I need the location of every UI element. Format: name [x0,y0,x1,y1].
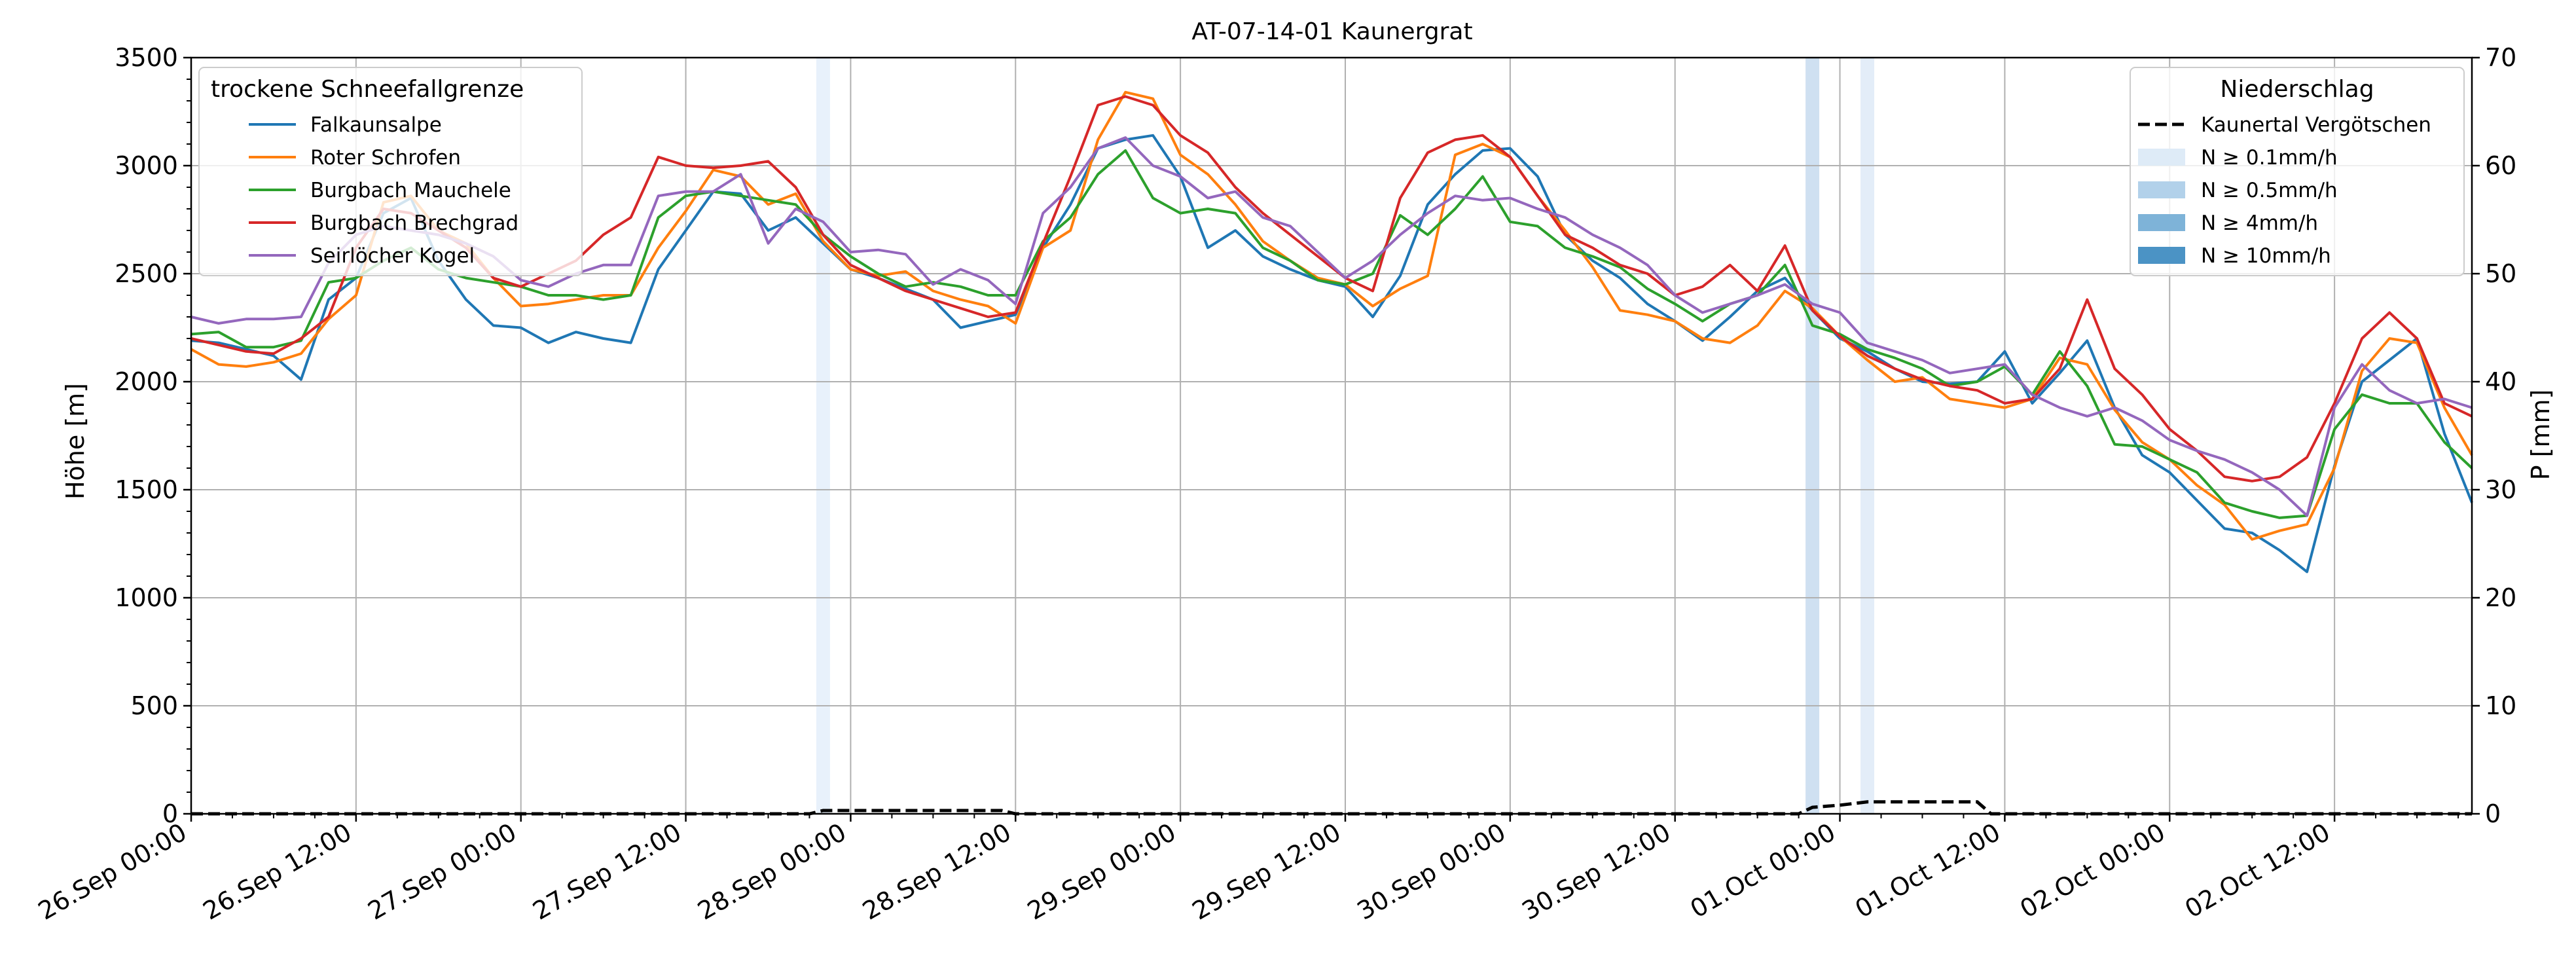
y2-axis-label: P [mm] [2526,390,2555,481]
y2-tick-label: 60 [2485,151,2516,180]
plot-frame [190,56,2473,815]
grid [190,57,2472,814]
chart-title: AT-07-14-01 Kaunergrat [1191,18,1472,45]
legend-precipitation-label: Kaunertal Vergötschen [2201,113,2431,137]
y2-tick-label: 50 [2485,259,2516,288]
legend-precipitation-label: N ≥ 10mm/h [2201,244,2331,268]
y-tick-label: 3000 [115,151,178,180]
legend-color-swatch [2138,247,2185,264]
legend-precipitation-label: N ≥ 4mm/h [2201,211,2318,235]
legend-station-title: trockene Schneefallgrenze [211,76,524,103]
legend-precipitation-label: N ≥ 0.1mm/h [2201,146,2338,170]
y-axis-left: 0 500 1000 1500 2000 2500 3000 3500 [115,43,191,828]
y-tick-label: 2500 [115,259,178,288]
legend-color-swatch [2138,214,2185,231]
legend-station-label: Burgbach Brechgrad [310,211,518,235]
y-tick-label: 1500 [115,475,178,504]
series-line [190,149,2473,519]
precipitation-band [816,58,830,814]
precipitation-band [1860,58,1875,814]
y-tick-label: 1000 [115,583,178,612]
y2-tick-label: 20 [2485,583,2516,612]
legend-precipitation-box [2130,67,2465,276]
legend-station-label: Falkaunsalpe [310,113,442,137]
precipitation-series [191,800,2472,816]
y-tick-label: 500 [130,691,178,720]
legend-station-label: Roter Schrofen [310,146,461,170]
y2-tick-label: 10 [2485,691,2516,720]
y-axis-label: Höhe [m] [61,383,90,500]
y2-tick-label: 40 [2485,367,2516,396]
y-tick-label: 0 [162,799,178,828]
legend-precipitation: Niederschlag Kaunertal Vergötschen N ≥ 0.… [2130,67,2465,276]
legend-station-label: Seirlöcher Kogel [310,244,475,268]
legend-precipitation-label: N ≥ 0.5mm/h [2201,179,2338,202]
legend-color-swatch [2138,149,2185,166]
y-tick-label: 3500 [115,43,178,72]
legend-precipitation-title: Niederschlag [2220,76,2374,103]
y2-tick-label: 70 [2485,43,2516,72]
y2-tick-label: 30 [2485,475,2516,504]
precipitation-band [1805,58,1820,814]
legend-station-label: Burgbach Mauchele [310,179,511,202]
legend-station: trockene Schneefallgrenze Falkaunsalpe Ro… [198,67,583,276]
legend-color-swatch [2138,181,2185,198]
precip-series-line [191,800,2472,816]
y2-tick-label: 0 [2485,799,2501,828]
y-tick-label: 2000 [115,367,178,396]
y-axis-right: 0 10 20 30 40 50 60 70 [2472,43,2516,828]
